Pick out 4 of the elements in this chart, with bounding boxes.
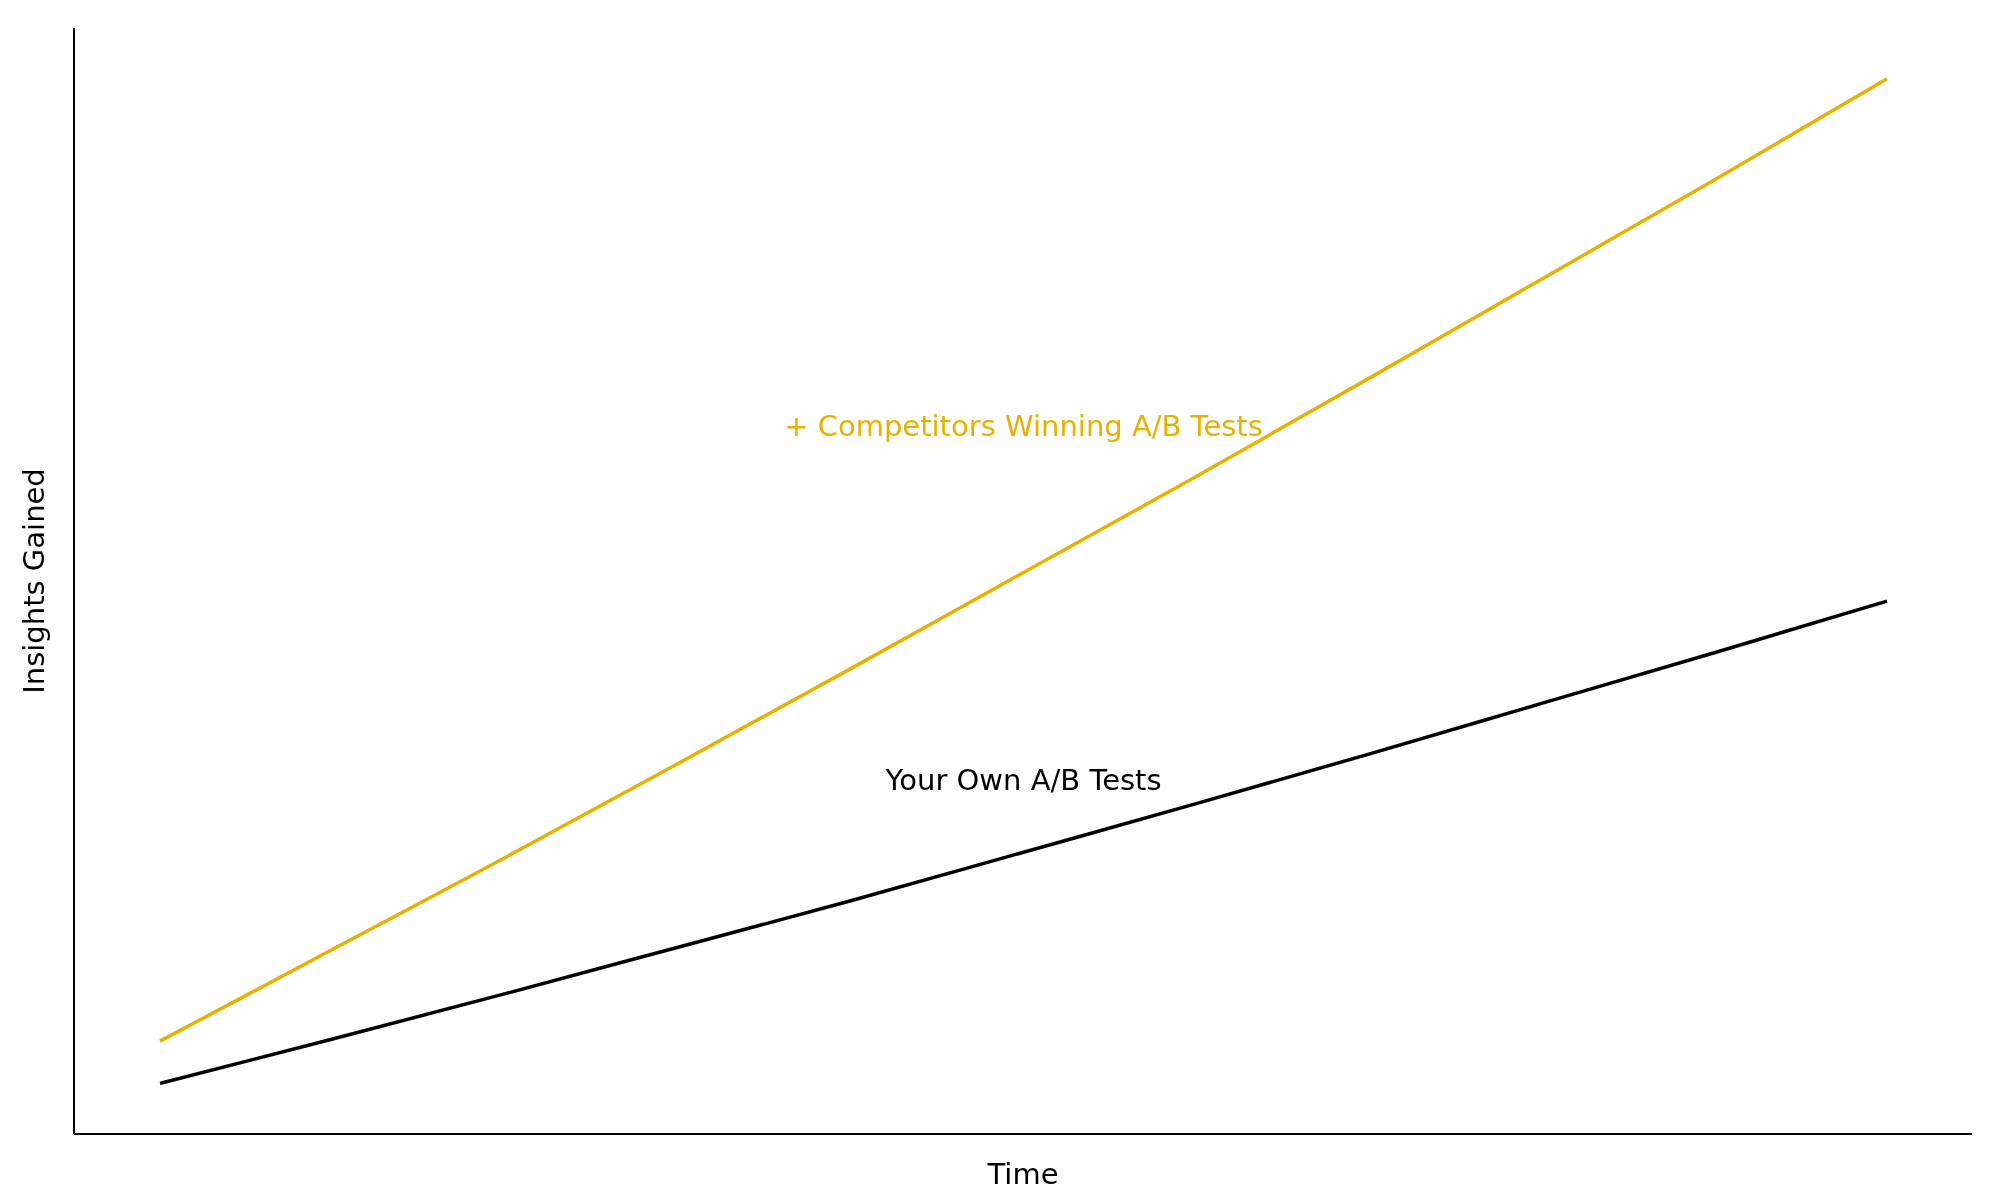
y-axis-title: Insights Gained: [17, 468, 52, 694]
series-label: + Competitors Winning A/B Tests: [784, 408, 1263, 443]
x-axis-title: Time: [986, 1157, 1059, 1191]
series-label: Your Own A/B Tests: [884, 763, 1162, 798]
